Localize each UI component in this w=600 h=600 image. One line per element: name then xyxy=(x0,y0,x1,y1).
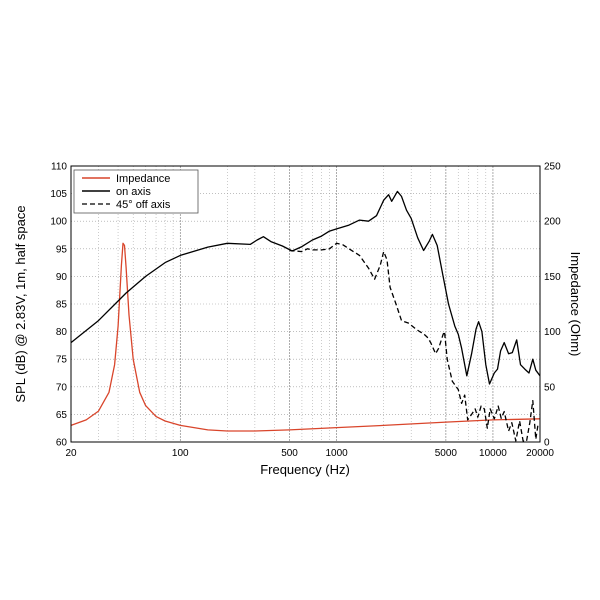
y-left-tick-label: 65 xyxy=(56,410,68,421)
y-left-tick-label: 95 xyxy=(56,244,68,255)
x-axis-label: Frequency (Hz) xyxy=(260,462,350,477)
y-left-tick-label: 105 xyxy=(50,189,67,200)
x-tick-label: 10000 xyxy=(479,448,507,459)
y-right-tick-label: 200 xyxy=(544,217,561,228)
y-left-tick-label: 85 xyxy=(56,300,68,311)
x-tick-label: 100 xyxy=(172,448,189,459)
y-left-tick-label: 100 xyxy=(50,217,67,228)
series-line-0 xyxy=(70,242,541,432)
y-right-tick-label: 100 xyxy=(544,327,561,338)
y-axis-label-right: Impedance (Ohm) xyxy=(568,252,583,357)
series-line-1 xyxy=(70,190,541,385)
x-tick-label: 20000 xyxy=(526,448,554,459)
x-tick-label: 20 xyxy=(65,448,77,459)
y-left-tick-label: 80 xyxy=(56,327,68,338)
series-line-2 xyxy=(289,242,539,443)
plot-series xyxy=(70,190,541,443)
legend-label-off-axis: 45° off axis xyxy=(116,199,171,211)
legend-label-impedance: Impedance xyxy=(116,173,170,185)
y-right-tick-label: 0 xyxy=(544,438,550,449)
y-left-tick-label: 60 xyxy=(56,438,68,449)
tick-labels: 20 100 500 1000 5000 10000 2000060657075808590… xyxy=(50,162,561,460)
grid xyxy=(71,166,540,442)
plot-frame xyxy=(70,165,541,443)
x-tick-label: 5000 xyxy=(435,448,458,459)
y-right-tick-label: 250 xyxy=(544,162,561,173)
y-right-tick-label: 50 xyxy=(544,382,556,393)
y-right-tick-label: 150 xyxy=(544,272,561,283)
legend: Impedance on axis 45° off axis xyxy=(73,169,199,214)
y-axis-label-left: SPL (dB) @ 2.83V, 1m, half space xyxy=(13,205,28,402)
legend-label-on-axis: on axis xyxy=(116,186,151,198)
x-tick-label: 1000 xyxy=(325,448,348,459)
y-left-tick-label: 90 xyxy=(56,272,68,283)
y-left-tick-label: 75 xyxy=(56,355,68,366)
y-left-tick-label: 110 xyxy=(51,162,67,173)
x-tick-label: 500 xyxy=(281,448,298,459)
y-left-tick-label: 70 xyxy=(56,382,68,393)
